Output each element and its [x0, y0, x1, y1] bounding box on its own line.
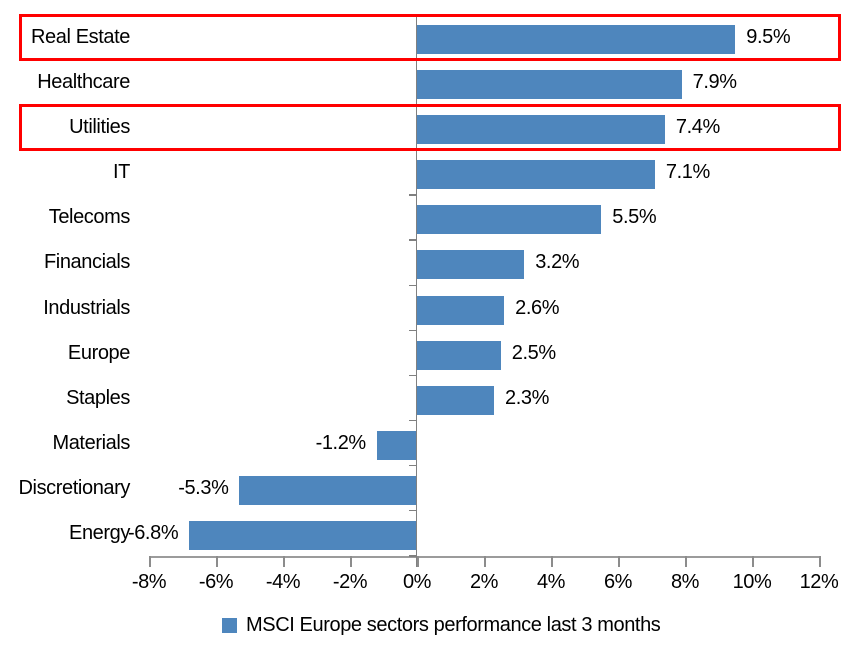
x-tick	[484, 556, 486, 567]
x-tick	[752, 556, 754, 567]
bar	[417, 70, 682, 100]
category-label: Staples	[66, 386, 130, 409]
category-tick	[408, 419, 416, 422]
x-tick	[283, 556, 285, 567]
x-tick-label: 4%	[536, 571, 566, 593]
x-tick-label: -8%	[131, 571, 167, 593]
value-label: 9.5%	[746, 26, 791, 49]
category-label: Healthcare	[37, 71, 130, 94]
x-tick	[216, 556, 218, 567]
x-tick	[618, 556, 620, 567]
category-label: Energy	[69, 521, 130, 544]
x-tick-label: -2%	[332, 571, 368, 593]
x-tick	[551, 556, 553, 567]
x-tick-label: -4%	[265, 571, 301, 593]
bar	[417, 385, 495, 415]
category-tick	[408, 555, 416, 557]
value-label: 5.5%	[612, 206, 657, 229]
value-label: 7.4%	[675, 116, 720, 139]
category-label: IT	[113, 161, 130, 184]
x-tick	[149, 556, 151, 567]
value-label: 2.3%	[505, 386, 550, 409]
category-label: Discretionary	[18, 476, 131, 499]
x-tick-label: 0%	[402, 571, 432, 593]
value-label: -6.8%	[127, 521, 179, 544]
x-tick	[685, 556, 687, 567]
value-label: -1.2%	[315, 431, 367, 454]
category-tick	[408, 329, 416, 332]
category-label: Telecoms	[48, 206, 131, 229]
legend-label: MSCI Europe sectors performance last 3 m…	[246, 613, 661, 636]
category-label: Materials	[52, 431, 130, 454]
x-tick-label: 8%	[670, 571, 700, 593]
category-tick	[408, 239, 416, 241]
legend-marker-icon	[222, 617, 237, 633]
bar	[417, 340, 501, 370]
bar	[417, 25, 736, 55]
category-label: Financials	[43, 251, 130, 274]
bar	[417, 250, 525, 280]
bar	[417, 160, 655, 190]
value-label: 2.5%	[511, 341, 556, 364]
category-tick	[408, 509, 416, 512]
legend: MSCI Europe sectors performance last 3 m…	[222, 612, 661, 638]
x-tick-label: 6%	[603, 571, 633, 593]
category-tick	[408, 374, 416, 377]
category-axis-line	[415, 15, 417, 567]
value-label: -5.3%	[178, 476, 229, 499]
x-tick-label: 2%	[469, 571, 499, 593]
bar	[189, 520, 417, 550]
x-tick-label: 10%	[732, 571, 772, 593]
category-label: Europe	[67, 341, 130, 364]
x-tick	[350, 556, 352, 567]
bar	[376, 430, 417, 460]
x-tick	[417, 556, 419, 567]
category-label: Utilities	[69, 116, 130, 139]
category-label: Industrials	[43, 296, 130, 319]
value-label: 7.1%	[665, 161, 710, 184]
category-tick	[408, 464, 416, 467]
highlight-box	[19, 103, 841, 152]
category-tick	[408, 194, 416, 196]
x-tick	[819, 556, 821, 567]
category-label: Real Estate	[31, 26, 130, 49]
value-label: 3.2%	[535, 251, 580, 274]
x-tick-label: 12%	[799, 571, 839, 593]
category-tick	[408, 284, 416, 286]
bar	[417, 295, 505, 325]
value-label: 2.6%	[515, 296, 560, 319]
highlight-box	[19, 13, 841, 62]
x-tick-label: -6%	[198, 571, 234, 593]
bar	[239, 475, 417, 505]
bar	[417, 115, 665, 145]
bar	[417, 205, 602, 235]
value-label: 7.9%	[692, 71, 737, 94]
